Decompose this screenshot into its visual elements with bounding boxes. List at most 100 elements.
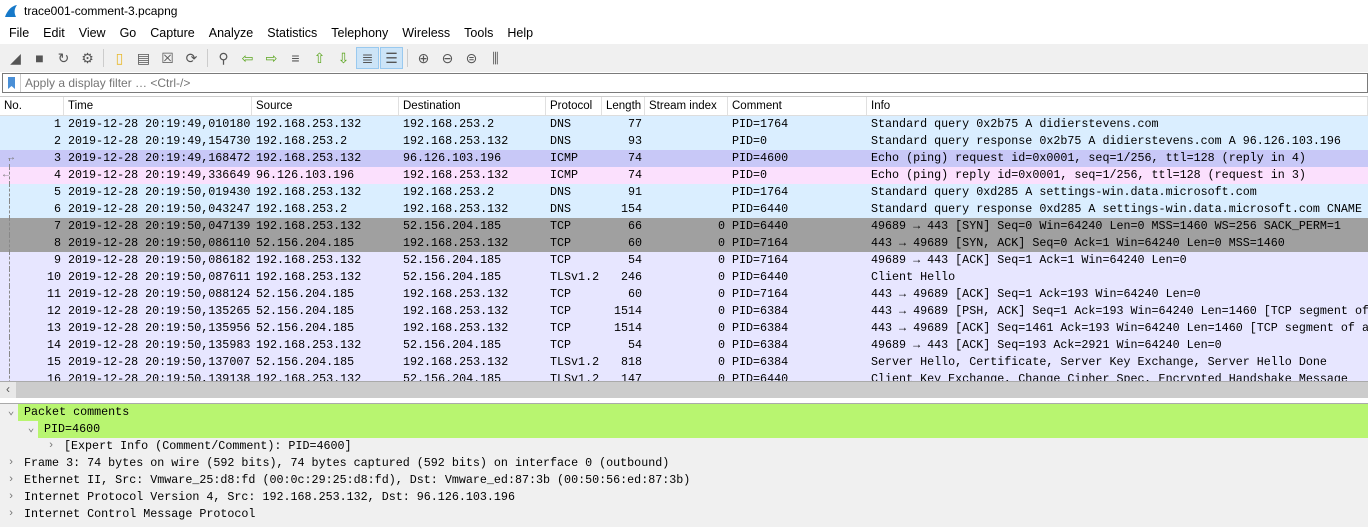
save-file-icon[interactable]: ▤ (136, 49, 151, 66)
chevron-right-icon[interactable]: › (7, 491, 15, 503)
menu-view[interactable]: View (78, 26, 106, 40)
chevron-right-icon[interactable]: › (7, 508, 15, 520)
chevron-down-icon[interactable]: ⌄ (27, 423, 35, 435)
packet-info: 443 → 49689 [ACK] Seq=1 Ack=193 Win=6424… (871, 287, 1201, 301)
back-icon[interactable]: ⇦ (241, 49, 254, 66)
shark-fin-start-icon[interactable]: ◢ (10, 49, 21, 66)
normal-size-icon[interactable]: ⊜ (465, 49, 478, 66)
packet-stream: 0 (717, 338, 725, 352)
column-header-no[interactable]: No. (0, 97, 64, 115)
stop-icon[interactable]: ■ (35, 50, 44, 66)
packet-row[interactable]: 14 2019-12-28 20:19:50,135983 192.168.253.… (0, 337, 1368, 354)
packet-row[interactable]: 11 2019-12-28 20:19:50,088124 52.156.204.1… (0, 286, 1368, 303)
packet-time: 2019-12-28 20:19:50,137007 (68, 355, 251, 369)
packet-proto: ICMP (550, 151, 579, 165)
packet-dst: 52.156.204.185 (403, 270, 502, 284)
related-packet-line (9, 371, 10, 388)
menu-help[interactable]: Help (507, 26, 534, 40)
menu-telephony[interactable]: Telephony (331, 26, 389, 40)
close-file-icon[interactable]: ☒ (161, 49, 174, 66)
column-header-destination[interactable]: Destination (399, 97, 546, 115)
packet-row[interactable]: 5 2019-12-28 20:19:50,019430 192.168.253.1… (0, 184, 1368, 201)
zoom-in-icon[interactable]: ⊕ (417, 49, 430, 66)
related-packet-line (9, 337, 10, 354)
packet-list: No. Time Source Destination Protocol Length St… (0, 96, 1368, 398)
packet-no: 3 (53, 151, 61, 165)
packet-row[interactable]: 9 2019-12-28 20:19:50,086182 192.168.253.1… (0, 252, 1368, 269)
autoscroll-icon[interactable]: ≣ (356, 47, 379, 69)
menu-wireless[interactable]: Wireless (402, 26, 451, 40)
packet-len: 77 (627, 117, 642, 131)
detail-item[interactable]: ⌄ Packet comments (0, 404, 1368, 421)
zoom-out-icon[interactable]: ⊖ (441, 49, 454, 66)
column-header-time[interactable]: Time (64, 97, 252, 115)
packet-stream: 0 (717, 270, 725, 284)
horizontal-scrollbar[interactable]: ‹ (0, 381, 1368, 398)
packet-no: 4 (53, 168, 61, 182)
packet-row[interactable]: 4 2019-12-28 20:19:49,336649 96.126.103.19… (0, 167, 1368, 184)
column-header-protocol[interactable]: Protocol (546, 97, 602, 115)
packet-proto: TCP (550, 338, 572, 352)
packet-row[interactable]: 3 2019-12-28 20:19:49,168472 192.168.253.1… (0, 150, 1368, 167)
packet-info: 443 → 49689 [SYN, ACK] Seq=0 Ack=1 Win=6… (871, 236, 1285, 250)
detail-item[interactable]: › Internet Control Message Protocol (0, 506, 1368, 523)
first-packet-icon[interactable]: ⇧ (313, 49, 326, 66)
toolbar-separator (103, 49, 104, 67)
open-file-icon[interactable]: ▯ (115, 49, 124, 66)
packet-dst: 52.156.204.185 (403, 219, 502, 233)
packet-len: 1514 (613, 304, 642, 318)
menu-statistics[interactable]: Statistics (267, 26, 318, 40)
packet-row[interactable]: 8 2019-12-28 20:19:50,086110 52.156.204.18… (0, 235, 1368, 252)
bookmark-icon[interactable] (3, 74, 21, 92)
packet-no: 8 (53, 236, 61, 250)
packet-proto: TCP (550, 304, 572, 318)
last-packet-icon[interactable]: ⇩ (337, 49, 350, 66)
display-filter-input[interactable] (21, 76, 1321, 90)
detail-item[interactable]: › Frame 3: 74 bytes on wire (592 bits), 7… (0, 455, 1368, 472)
menu-file[interactable]: File (9, 26, 30, 40)
packet-row[interactable]: 13 2019-12-28 20:19:50,135956 52.156.204.1… (0, 320, 1368, 337)
menu-analyze[interactable]: Analyze (208, 26, 254, 40)
column-header-source[interactable]: Source (252, 97, 399, 115)
chevron-right-icon[interactable]: › (7, 474, 15, 486)
chevron-right-icon[interactable]: › (7, 457, 15, 469)
packet-proto: TLSv1.2 (550, 270, 600, 284)
menu-tools[interactable]: Tools (464, 26, 494, 40)
packet-row[interactable]: 1 2019-12-28 20:19:49,010180 192.168.253.1… (0, 116, 1368, 133)
options-gear-icon[interactable]: ⚙ (81, 49, 94, 66)
find-icon[interactable]: ⚲ (218, 49, 229, 66)
reply-arrow-icon: ← (3, 170, 10, 181)
packet-row[interactable]: 10 2019-12-28 20:19:50,087611 192.168.253.… (0, 269, 1368, 286)
packet-row[interactable]: 12 2019-12-28 20:19:50,135265 52.156.204.1… (0, 303, 1368, 320)
packet-stream: 0 (717, 304, 725, 318)
packet-row[interactable]: 2 2019-12-28 20:19:49,154730 192.168.253.2… (0, 133, 1368, 150)
packet-no: 15 (46, 355, 61, 369)
column-header-info[interactable]: Info (867, 97, 1368, 115)
detail-item[interactable]: › [Expert Info (Comment/Comment): PID=460… (0, 438, 1368, 455)
resize-columns-icon[interactable]: ⫼ (492, 49, 499, 66)
menu-edit[interactable]: Edit (43, 26, 65, 40)
detail-item[interactable]: › Ethernet II, Src: Vmware_25:d8:fd (00:0… (0, 472, 1368, 489)
chevron-down-icon[interactable]: ⌄ (7, 406, 15, 418)
packet-len: 1514 (613, 321, 642, 335)
column-header-stream-index[interactable]: Stream index (645, 97, 728, 115)
go-to-packet-icon[interactable]: ≡ (291, 50, 300, 66)
menu-capture[interactable]: Capture (150, 26, 195, 40)
packet-row[interactable]: 15 2019-12-28 20:19:50,137007 52.156.204.1… (0, 354, 1368, 371)
forward-icon[interactable]: ⇨ (265, 49, 278, 66)
packet-no: 1 (53, 117, 61, 131)
detail-text: Internet Protocol Version 4, Src: 192.16… (24, 490, 515, 504)
reload-icon[interactable]: ⟳ (185, 49, 198, 66)
packet-info: Standard query 0xd285 A settings-win.dat… (871, 185, 1257, 199)
colorize-icon[interactable]: ☰ (380, 47, 403, 69)
chevron-right-icon[interactable]: › (47, 440, 55, 452)
packet-row[interactable]: 6 2019-12-28 20:19:50,043247 192.168.253.2… (0, 201, 1368, 218)
menu-go[interactable]: Go (119, 26, 137, 40)
restart-icon[interactable]: ↻ (57, 49, 70, 66)
column-header-comment[interactable]: Comment (728, 97, 867, 115)
detail-item[interactable]: ⌄ PID=4600 (0, 421, 1368, 438)
packet-row[interactable]: 7 2019-12-28 20:19:50,047139 192.168.253.1… (0, 218, 1368, 235)
detail-item[interactable]: › Internet Protocol Version 4, Src: 192.1… (0, 489, 1368, 506)
scroll-left-icon[interactable]: ‹ (0, 382, 16, 398)
column-header-length[interactable]: Length (602, 97, 645, 115)
